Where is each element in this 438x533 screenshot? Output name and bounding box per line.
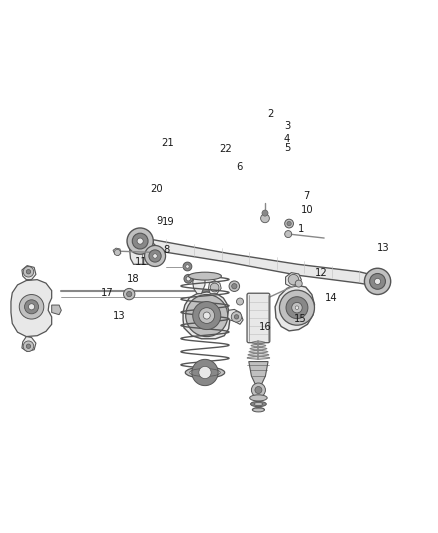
Text: 14: 14 [325, 293, 338, 303]
Text: 10: 10 [301, 205, 314, 215]
Circle shape [127, 292, 132, 297]
Circle shape [262, 210, 268, 216]
Circle shape [286, 297, 308, 319]
Polygon shape [227, 310, 243, 324]
Ellipse shape [252, 408, 265, 412]
Circle shape [193, 302, 221, 329]
Circle shape [186, 277, 191, 281]
Polygon shape [113, 248, 121, 255]
FancyBboxPatch shape [247, 293, 270, 343]
Text: 13: 13 [377, 243, 389, 253]
Text: 20: 20 [150, 183, 163, 193]
Polygon shape [11, 280, 52, 336]
Circle shape [199, 308, 215, 324]
Circle shape [374, 278, 381, 285]
Circle shape [234, 314, 239, 319]
Circle shape [295, 280, 302, 287]
Circle shape [184, 274, 193, 283]
Polygon shape [22, 265, 36, 280]
Circle shape [251, 383, 265, 397]
Circle shape [210, 283, 219, 292]
Circle shape [28, 304, 35, 310]
Circle shape [23, 266, 34, 277]
Circle shape [287, 221, 291, 226]
Circle shape [370, 273, 385, 289]
Text: 6: 6 [237, 161, 243, 172]
Circle shape [26, 270, 31, 274]
Circle shape [295, 306, 299, 310]
Circle shape [132, 233, 148, 249]
Polygon shape [275, 285, 314, 331]
Text: 12: 12 [314, 268, 327, 278]
Circle shape [124, 288, 135, 300]
Circle shape [192, 359, 218, 386]
Text: 2: 2 [267, 109, 274, 119]
Circle shape [127, 228, 153, 254]
Text: 4: 4 [284, 134, 290, 143]
Circle shape [149, 250, 161, 262]
Circle shape [145, 246, 166, 266]
Ellipse shape [188, 272, 222, 280]
Text: 16: 16 [258, 322, 271, 332]
Circle shape [137, 238, 143, 244]
Polygon shape [22, 336, 36, 351]
Circle shape [23, 341, 34, 351]
Circle shape [285, 219, 293, 228]
Polygon shape [247, 341, 270, 359]
Circle shape [186, 265, 189, 268]
Text: 15: 15 [293, 314, 306, 324]
Ellipse shape [185, 367, 225, 378]
Text: 8: 8 [164, 245, 170, 255]
Circle shape [26, 344, 31, 349]
Circle shape [232, 284, 237, 289]
Polygon shape [286, 273, 301, 287]
Circle shape [231, 312, 242, 322]
Text: 3: 3 [284, 122, 290, 131]
Circle shape [19, 295, 44, 319]
Circle shape [279, 290, 314, 325]
Text: 11: 11 [135, 257, 148, 267]
Text: 18: 18 [127, 274, 139, 284]
Polygon shape [144, 239, 378, 286]
Text: 22: 22 [219, 144, 232, 154]
Circle shape [183, 262, 192, 271]
Circle shape [237, 298, 244, 305]
Ellipse shape [250, 395, 267, 401]
Circle shape [199, 366, 211, 378]
Circle shape [186, 295, 228, 336]
Text: 21: 21 [162, 138, 174, 148]
Circle shape [153, 254, 157, 258]
Ellipse shape [251, 401, 266, 407]
Text: 5: 5 [284, 143, 290, 154]
Ellipse shape [254, 402, 263, 406]
Text: 17: 17 [101, 288, 114, 298]
Circle shape [288, 274, 299, 285]
Text: 9: 9 [156, 215, 163, 225]
Polygon shape [183, 292, 230, 339]
Polygon shape [249, 361, 268, 386]
Polygon shape [208, 280, 221, 294]
Polygon shape [52, 305, 61, 314]
Text: 1: 1 [298, 224, 304, 235]
Circle shape [364, 268, 391, 295]
Circle shape [255, 386, 262, 393]
Circle shape [285, 231, 292, 238]
Circle shape [292, 302, 302, 313]
Text: 19: 19 [162, 217, 174, 227]
Polygon shape [193, 274, 205, 294]
Polygon shape [129, 239, 158, 264]
Circle shape [261, 214, 269, 223]
Circle shape [114, 249, 120, 255]
Text: 13: 13 [113, 311, 126, 320]
Circle shape [25, 300, 39, 314]
Circle shape [229, 281, 240, 292]
Circle shape [203, 312, 210, 319]
Text: 7: 7 [303, 191, 310, 201]
